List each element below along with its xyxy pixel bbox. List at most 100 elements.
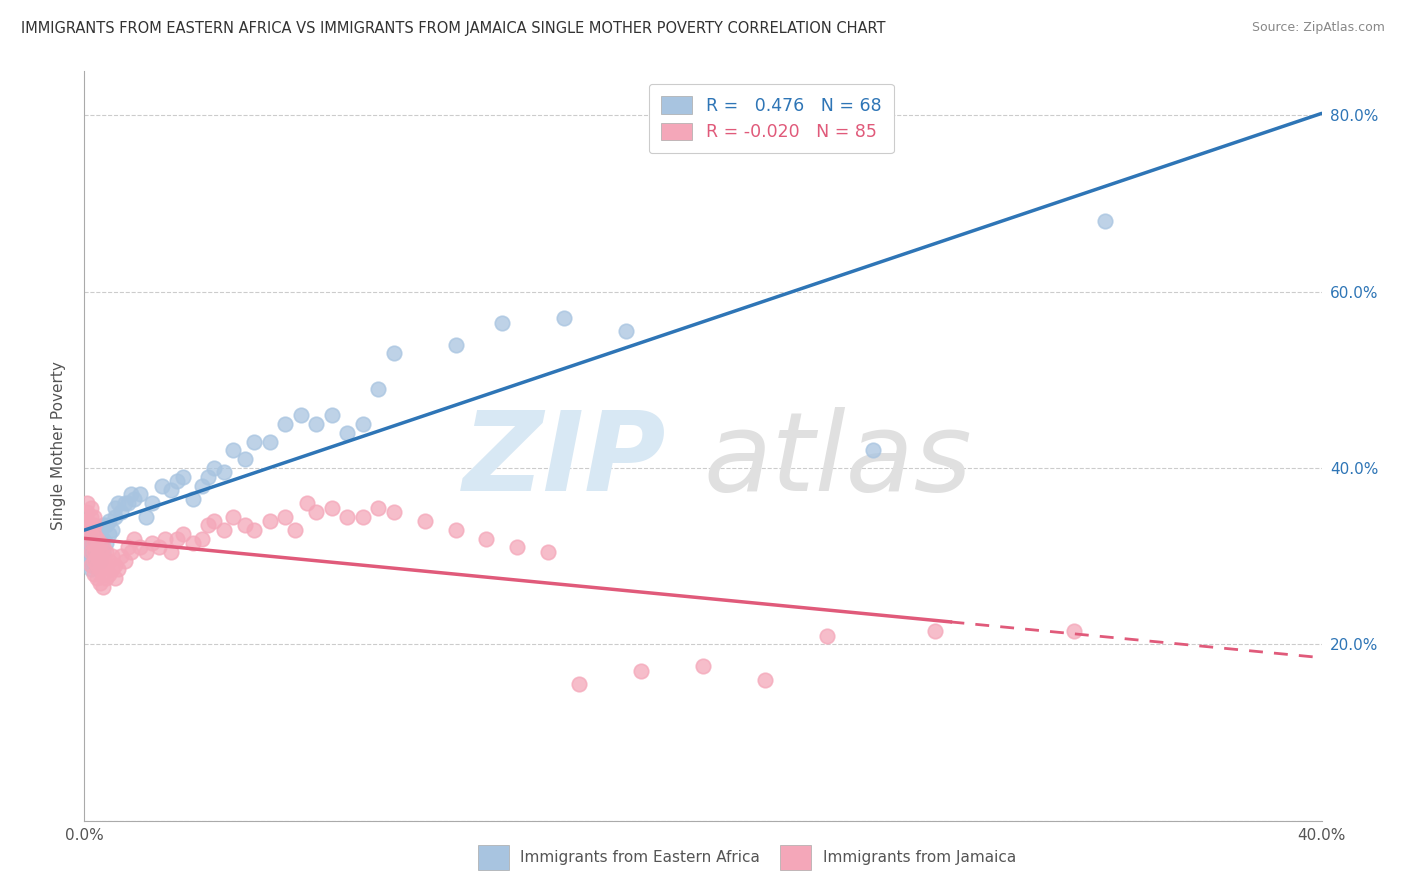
Point xyxy=(98,514,121,528)
Point xyxy=(94,545,117,559)
Point xyxy=(107,562,129,576)
Point xyxy=(76,523,98,537)
Point xyxy=(104,500,127,515)
Point xyxy=(76,496,98,510)
Point xyxy=(444,523,467,537)
Point xyxy=(98,566,121,581)
Point xyxy=(86,549,108,564)
Point xyxy=(83,536,105,550)
Point xyxy=(444,337,467,351)
Point xyxy=(86,536,108,550)
Point xyxy=(754,673,776,687)
Legend: R =   0.476   N = 68, R = -0.020   N = 85: R = 0.476 N = 68, R = -0.020 N = 85 xyxy=(648,84,894,153)
Point xyxy=(367,500,389,515)
Point xyxy=(98,527,121,541)
Point xyxy=(233,452,256,467)
Point xyxy=(259,434,281,449)
Point xyxy=(150,478,173,492)
Point xyxy=(83,518,105,533)
Point xyxy=(89,545,111,559)
Y-axis label: Single Mother Poverty: Single Mother Poverty xyxy=(51,361,66,531)
Point xyxy=(274,417,297,431)
Point xyxy=(630,664,652,678)
Point xyxy=(86,545,108,559)
Point xyxy=(305,417,328,431)
Point xyxy=(83,541,105,555)
Point xyxy=(79,509,101,524)
Text: Immigrants from Jamaica: Immigrants from Jamaica xyxy=(823,850,1015,864)
Point xyxy=(321,500,343,515)
Point xyxy=(89,523,111,537)
Point xyxy=(160,483,183,497)
Point xyxy=(83,527,105,541)
Point xyxy=(89,536,111,550)
Point xyxy=(212,466,235,480)
Point xyxy=(181,536,204,550)
Point xyxy=(141,496,163,510)
Point xyxy=(83,509,105,524)
Point xyxy=(79,545,101,559)
Point xyxy=(148,541,170,555)
Point xyxy=(89,575,111,590)
Point xyxy=(122,491,145,506)
Text: IMMIGRANTS FROM EASTERN AFRICA VS IMMIGRANTS FROM JAMAICA SINGLE MOTHER POVERTY : IMMIGRANTS FROM EASTERN AFRICA VS IMMIGR… xyxy=(21,21,886,36)
Point xyxy=(924,624,946,639)
Point xyxy=(243,523,266,537)
Point xyxy=(79,532,101,546)
Point xyxy=(104,571,127,585)
Point xyxy=(336,509,359,524)
Point xyxy=(79,536,101,550)
Point xyxy=(79,562,101,576)
Point xyxy=(135,509,157,524)
Point xyxy=(862,443,884,458)
Point xyxy=(259,514,281,528)
Text: atlas: atlas xyxy=(703,408,972,515)
Point xyxy=(537,545,560,559)
Point xyxy=(692,659,714,673)
Point xyxy=(284,523,307,537)
Point xyxy=(212,523,235,537)
Point xyxy=(86,527,108,541)
Point xyxy=(94,518,117,533)
Point xyxy=(475,532,498,546)
Point xyxy=(352,417,374,431)
Point xyxy=(83,536,105,550)
Text: Immigrants from Eastern Africa: Immigrants from Eastern Africa xyxy=(520,850,761,864)
Point xyxy=(79,558,101,572)
Point xyxy=(233,518,256,533)
Point xyxy=(91,541,114,555)
Point xyxy=(104,558,127,572)
Point xyxy=(120,545,142,559)
Point xyxy=(305,505,328,519)
Point xyxy=(614,325,637,339)
Point xyxy=(191,478,214,492)
Point xyxy=(83,566,105,581)
Point xyxy=(76,532,98,546)
Point xyxy=(117,496,139,510)
Point xyxy=(79,558,101,572)
Point xyxy=(76,549,98,564)
Point xyxy=(79,545,101,559)
Point xyxy=(86,549,108,564)
Point xyxy=(129,487,152,501)
Point xyxy=(382,346,405,360)
Point xyxy=(181,491,204,506)
Point xyxy=(91,518,114,533)
Point xyxy=(110,549,132,564)
Point xyxy=(101,562,124,576)
Point xyxy=(83,549,105,564)
Point xyxy=(117,541,139,555)
Point xyxy=(91,532,114,546)
Point xyxy=(114,553,136,567)
Point xyxy=(202,461,225,475)
Point xyxy=(101,523,124,537)
Point xyxy=(86,532,108,546)
Point xyxy=(160,545,183,559)
Point xyxy=(76,541,98,555)
Point xyxy=(83,545,105,559)
Point xyxy=(352,509,374,524)
Point xyxy=(89,541,111,555)
Point xyxy=(79,518,101,533)
Point xyxy=(153,532,176,546)
Point xyxy=(222,509,245,524)
